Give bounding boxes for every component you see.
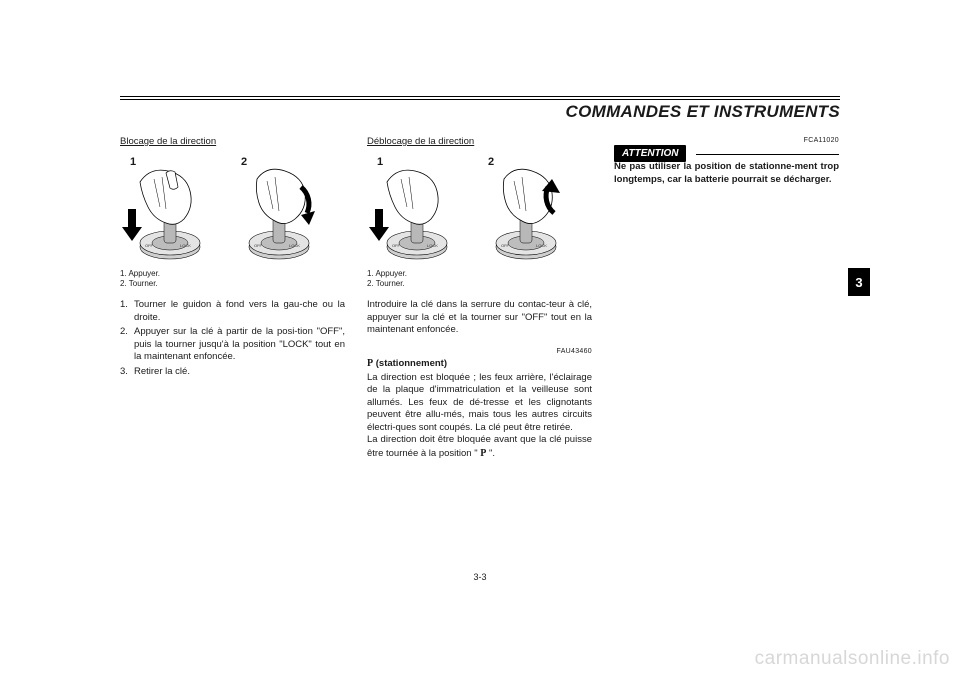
col2-figure-right: 2 OFF LOCK <box>478 157 573 265</box>
col2-figure-left: 1 OFF LOCK <box>367 157 462 265</box>
col1-caption: 1. Appuyer. 2. Tourner. <box>120 269 345 290</box>
list-item: 2. Appuyer sur la clé à partir de la pos… <box>120 326 345 364</box>
col2-subhead: P (stationnement) <box>367 357 592 371</box>
col1-fig-label-1: 1 <box>130 155 136 170</box>
svg-text:LOCK: LOCK <box>427 243 438 248</box>
page-title: COMMANDES ET INSTRUMENTS <box>120 102 840 122</box>
column-2: Déblocage de la direction 1 OFF LOCK <box>367 136 592 460</box>
lock-push-illustration: OFF LOCK <box>120 157 215 265</box>
rule-top-thin <box>120 99 840 100</box>
col1-heading: Blocage de la direction <box>120 136 345 149</box>
attention-label: ATTENTION <box>614 145 686 162</box>
attention-rule <box>696 154 839 155</box>
columns: Blocage de la direction 1 OFF LOCK <box>120 136 840 460</box>
svg-text:LOCK: LOCK <box>180 243 191 248</box>
col2-body3b: ". <box>486 448 495 459</box>
svg-text:OFF: OFF <box>254 243 263 248</box>
column-3: FCA11020 ATTENTION Ne pas utiliser la po… <box>614 136 839 460</box>
col2-body1: Introduire la clé dans la serrure du con… <box>367 299 592 337</box>
col2-figure: 1 OFF LOCK 2 <box>367 157 572 265</box>
page-number: 3-3 <box>120 572 840 582</box>
col1-figure-right: 2 OFF LOCK <box>231 157 326 265</box>
col2-caption-2: 2. Tourner. <box>367 279 592 289</box>
step-text: Appuyer sur la clé à partir de la posi-t… <box>134 326 345 364</box>
svg-text:OFF: OFF <box>145 243 154 248</box>
chapter-tab: 3 <box>848 268 870 296</box>
rule-top-thick <box>120 96 840 97</box>
col2-fig-label-2: 2 <box>488 155 494 170</box>
svg-text:LOCK: LOCK <box>536 243 547 248</box>
list-item: 1. Tourner le guidon à fond vers la gau-… <box>120 299 345 324</box>
col2-ref1: FAU43460 <box>367 347 592 356</box>
col1-caption-1: 1. Appuyer. <box>120 269 345 279</box>
attention-text: Ne pas utiliser la position de stationne… <box>614 161 839 186</box>
column-1: Blocage de la direction 1 OFF LOCK <box>120 136 345 460</box>
col2-body3: La direction doit être bloquée avant que… <box>367 434 592 460</box>
attention-block: ATTENTION <box>614 145 839 155</box>
col3-ref: FCA11020 <box>614 136 839 145</box>
col2-fig-label-1: 1 <box>377 155 383 170</box>
manual-page: COMMANDES ET INSTRUMENTS Blocage de la d… <box>120 96 840 582</box>
col1-figure-left: 1 OFF LOCK <box>120 157 215 265</box>
watermark: carmanualsonline.info <box>755 648 950 670</box>
col2-subhead-text: (stationnement) <box>373 358 447 369</box>
col1-figure: 1 OFF LOCK <box>120 157 325 265</box>
lock-turn-illustration: OFF LOCK <box>231 157 326 265</box>
col2-caption: 1. Appuyer. 2. Tourner. <box>367 269 592 290</box>
svg-text:LOCK: LOCK <box>289 243 300 248</box>
step-num: 1. <box>120 299 134 324</box>
svg-text:OFF: OFF <box>392 243 401 248</box>
unlock-turn-illustration: OFF LOCK <box>478 157 573 265</box>
svg-text:OFF: OFF <box>501 243 510 248</box>
step-text: Retirer la clé. <box>134 366 345 379</box>
step-num: 2. <box>120 326 134 364</box>
col1-fig-label-2: 2 <box>241 155 247 170</box>
col1-steps: 1. Tourner le guidon à fond vers la gau-… <box>120 299 345 378</box>
unlock-push-illustration: OFF LOCK <box>367 157 462 265</box>
col2-body2: La direction est bloquée ; les feux arri… <box>367 372 592 435</box>
col1-caption-2: 2. Tourner. <box>120 279 345 289</box>
col2-caption-1: 1. Appuyer. <box>367 269 592 279</box>
col2-heading: Déblocage de la direction <box>367 136 592 149</box>
list-item: 3. Retirer la clé. <box>120 366 345 379</box>
step-num: 3. <box>120 366 134 379</box>
step-text: Tourner le guidon à fond vers la gau-che… <box>134 299 345 324</box>
